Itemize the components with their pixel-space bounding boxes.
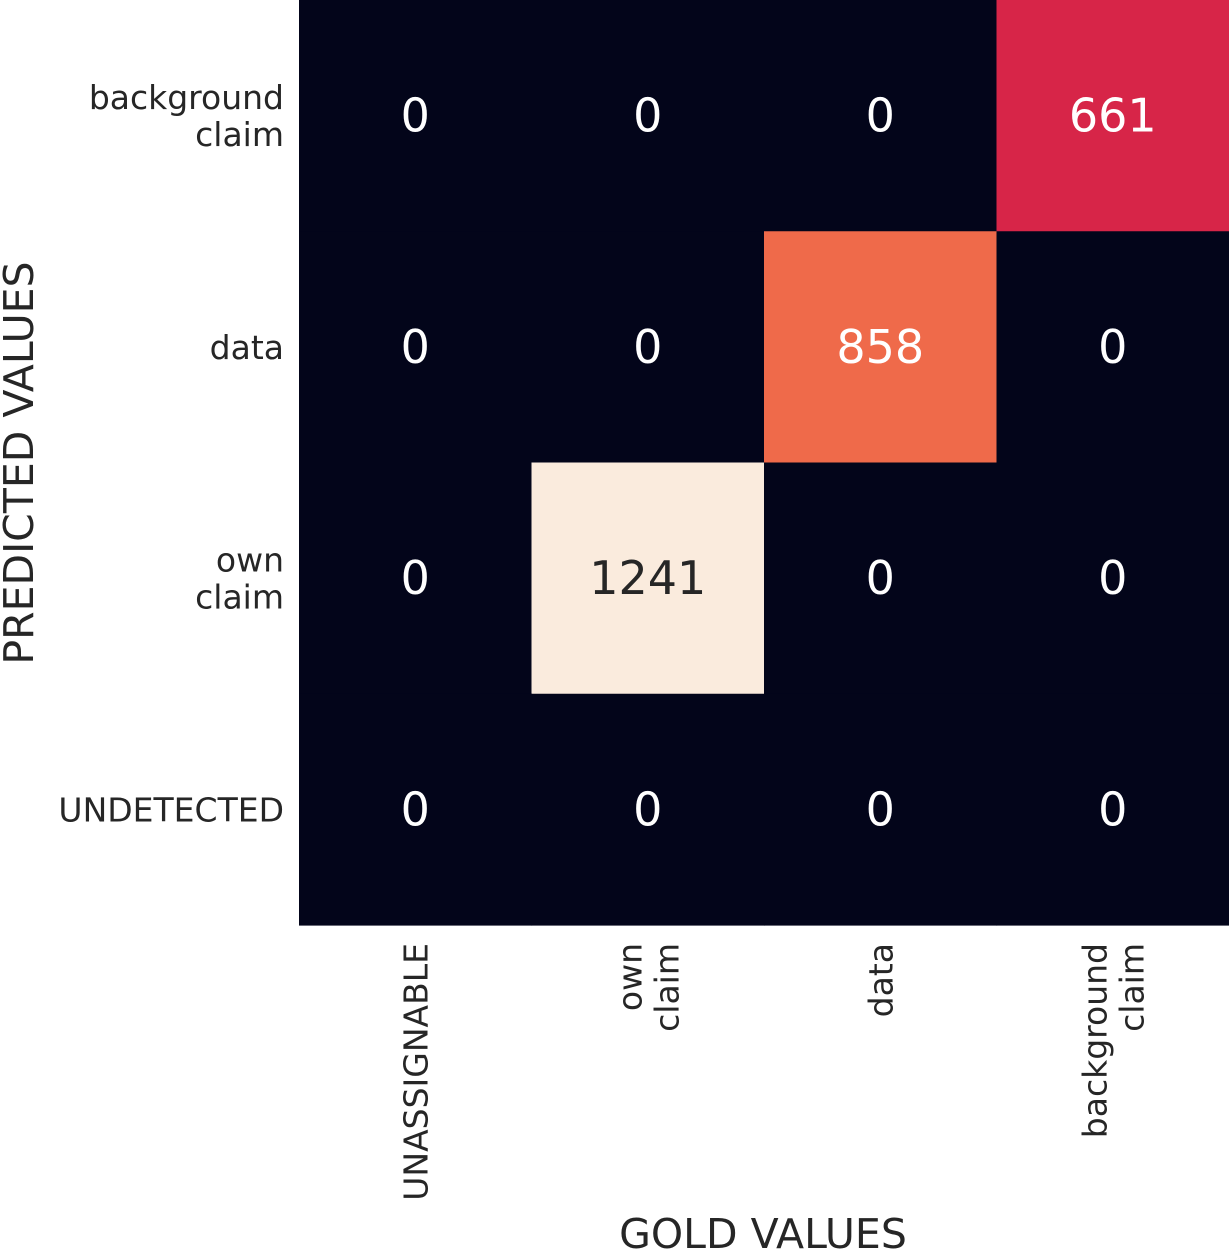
heatmap-cells [299,0,1229,926]
cell-value-label: 0 [866,551,895,605]
x-tick-label: ownclaim [610,943,686,1032]
x-tick-label-group: ownclaim [610,943,686,1032]
heatmap-cell [299,231,533,464]
heatmap-cell-labels: 0 0 0 661 0 0 858 0 0 1241 0 0 0 0 0 0 [401,89,1157,837]
y-axis-title: PREDICTED VALUES [0,261,43,664]
cell-value-label: 0 [401,89,430,143]
x-tick-label-group: UNASSIGNABLE [396,943,435,1201]
y-tick-label: UNDETECTED [58,790,284,829]
cell-value-label: 0 [633,89,662,143]
x-tick-label-group: backgroundclaim [1075,943,1151,1138]
x-axis-title: GOLD VALUES [619,1210,907,1257]
cell-value-label: 0 [1098,551,1127,605]
cell-value-label: 0 [401,782,430,836]
heatmap-cell [531,693,765,926]
x-tick-label: UNASSIGNABLE [396,943,435,1201]
cell-value-label: 1241 [589,551,706,605]
x-tick-label-group: data [861,943,900,1017]
heatmap-cell [531,0,765,232]
heatmap-cell [996,0,1229,232]
heatmap-cell [764,693,998,926]
y-tick-label: own claim [195,540,284,616]
cell-value-label: 858 [836,320,924,374]
heatmap-cell [764,231,998,464]
heatmap-cell [764,462,998,695]
x-tick-label: backgroundclaim [1075,943,1151,1138]
heatmap-cell [996,462,1229,695]
y-tick-label: background claim [89,78,284,154]
cell-value-label: 0 [1098,320,1127,374]
x-axis-tick-labels: UNASSIGNABLE ownclaim data backgroundclaim [396,943,1151,1201]
cell-value-label: 0 [633,320,662,374]
cell-value-label: 0 [866,782,895,836]
cell-value-label: 0 [1098,782,1127,836]
cell-value-label: 0 [401,551,430,605]
cell-value-label: 0 [633,782,662,836]
heatmap-cell [299,462,533,695]
x-tick-label: data [861,943,900,1017]
y-axis-tick-labels: background claim data own claim UNDETECTED [58,78,284,829]
cell-value-label: 0 [866,89,895,143]
heatmap-cell [996,231,1229,464]
heatmap-cell [299,693,533,926]
heatmap-cell [531,462,765,695]
cell-value-label: 0 [401,320,430,374]
heatmap-cell [996,693,1229,926]
heatmap-cell [531,231,765,464]
y-tick-label: data [210,327,284,366]
cell-value-label: 661 [1069,89,1157,143]
heatmap-cell [764,0,998,232]
heatmap-cell [299,0,533,232]
